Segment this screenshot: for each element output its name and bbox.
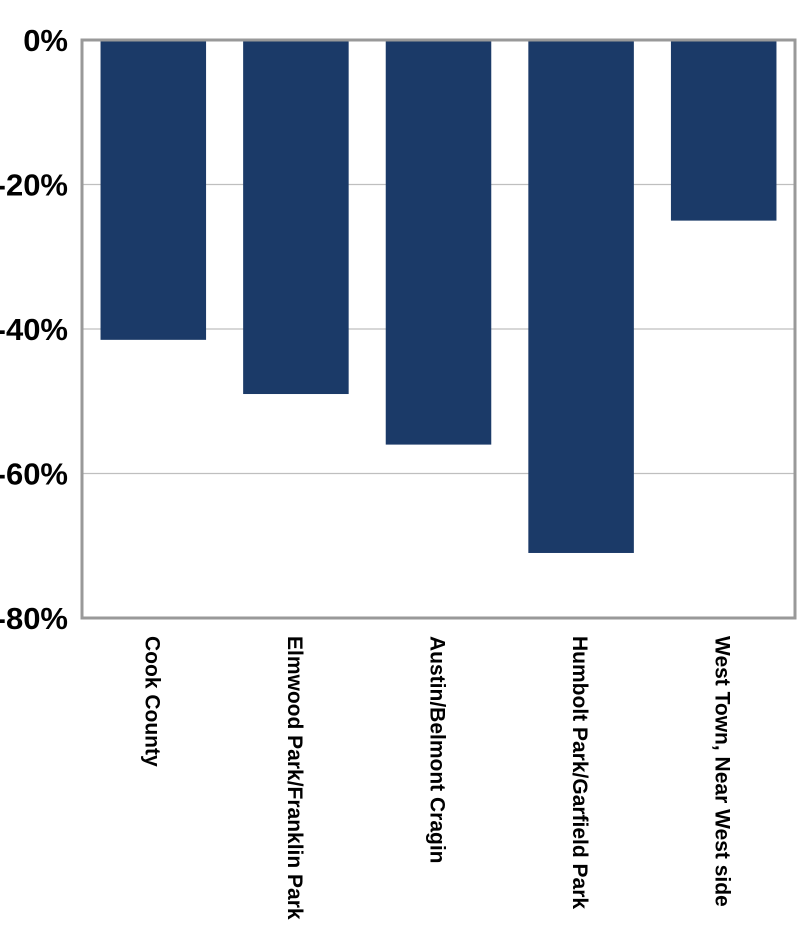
x-category-label: Humbolt Park/Garfield Park [568, 636, 591, 909]
y-tick-label: -60% [0, 457, 68, 492]
x-axis-category-labels: Cook County Elmwood Park/Franklin Park Aus… [140, 636, 733, 920]
y-tick-label: -20% [0, 168, 68, 203]
bars [100, 40, 777, 553]
bar [670, 40, 777, 221]
plot-area-frame [80, 38, 797, 620]
bar [528, 40, 634, 553]
x-category-label: Cook County [140, 636, 163, 767]
x-category-label: Elmwood Park/Franklin Park [283, 636, 306, 920]
y-tick-label: -80% [0, 601, 68, 636]
bar [243, 40, 349, 395]
y-tick-label: 0% [23, 23, 68, 58]
y-tick-label: -40% [0, 312, 68, 347]
bar [385, 40, 492, 445]
x-category-label: Austin/Belmont Cragin [426, 636, 449, 864]
x-category-label: West Town, Near West side [711, 636, 734, 907]
y-axis-tick-labels: 0% -20% -40% -60% -80% [0, 23, 68, 636]
bar [100, 40, 207, 340]
